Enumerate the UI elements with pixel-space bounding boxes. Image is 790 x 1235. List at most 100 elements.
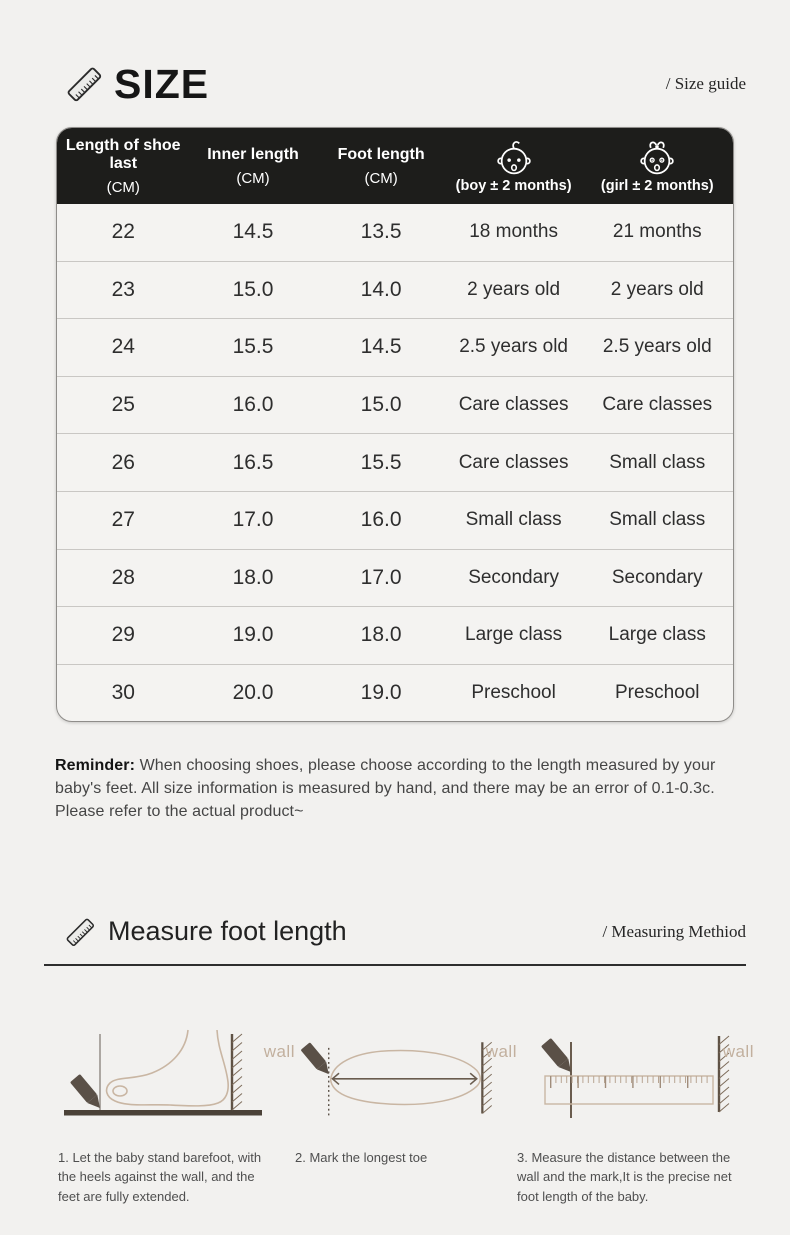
header-cell-inner-length: Inner length (CM)	[189, 146, 316, 187]
size-table-row: 29 19.0 18.0 Large class Large class	[57, 606, 733, 664]
step-1: wall 1. Let the baby stand barefoot, wit…	[58, 1020, 295, 1207]
size-table-cell: 2.5 years old	[602, 336, 712, 358]
baby-boy-icon	[496, 140, 531, 174]
column-unit: (CM)	[364, 169, 398, 187]
section-divider	[44, 963, 746, 966]
ground-line	[64, 1109, 262, 1115]
ruler-icon	[65, 917, 95, 947]
size-table-cell: Secondary	[468, 566, 560, 588]
header-cell-shoe-last: Length of shoe last (CM)	[57, 137, 189, 196]
size-table-cell: 2 years old	[467, 278, 561, 300]
measuring-ruler	[544, 1074, 714, 1105]
size-table-cell: 16.0	[360, 508, 402, 532]
column-unit: (CM)	[236, 169, 270, 187]
size-table-cell: Small class	[609, 509, 706, 531]
measuring-steps: wall 1. Let the baby stand barefoot, wit…	[0, 1020, 790, 1207]
reminder-label: Reminder:	[55, 757, 136, 775]
size-table-body: 22 14.5 13.5 18 months 21 months 23 15.0 14.0 2 …	[57, 204, 733, 721]
size-table-row: 24 15.5 14.5 2.5 years old 2.5 years old	[57, 318, 733, 376]
size-guide-link: / Size guide	[665, 74, 746, 93]
size-table-cell: 2 years old	[610, 278, 704, 300]
header-cell-foot-length: Foot length (CM)	[317, 146, 446, 187]
size-table-row: 28 18.0 17.0 Secondary Secondary	[57, 548, 733, 607]
size-table-cell: 17.0	[360, 565, 402, 589]
baby-girl-icon	[640, 141, 674, 174]
footprint-illustration	[300, 1040, 493, 1115]
step-1-figure: wall	[58, 1020, 295, 1132]
size-table-row: 23 15.0 14.0 2 years old 2 years old	[57, 260, 733, 319]
measure-section-header: Measure foot length / Measuring Methiod	[0, 914, 790, 950]
size-table-cell: 27	[111, 508, 135, 532]
size-table-cell: 15.5	[232, 335, 274, 359]
size-table-cell: 15.0	[232, 277, 274, 301]
size-table-cell: 16.0	[232, 393, 274, 417]
size-table-row: 25 16.0 15.0 Care classes Care classes	[57, 375, 733, 434]
size-table-row: 27 17.0 16.0 Small class Small class	[57, 490, 733, 549]
size-table-cell: 14.5	[360, 335, 402, 359]
size-table-cell: 20.0	[232, 681, 274, 705]
measuring-method-link: / Measuring Methiod	[602, 921, 746, 941]
size-table-cell: Care classes	[458, 451, 569, 473]
size-table-cell: 24	[111, 335, 135, 359]
size-table-cell: 30	[111, 681, 135, 705]
step-3: wall 3. Measure the distance between the…	[517, 1020, 754, 1207]
step-caption: 2. Mark the longest toe	[295, 1149, 428, 1165]
step-2: wall 2. Mark the longest toe	[295, 1020, 517, 1207]
header-cell-boy: (boy ± 2 months)	[446, 139, 582, 194]
size-table-cell: 13.5	[360, 220, 402, 244]
ruler-measure-illustration	[540, 1034, 731, 1118]
size-table-cell: 26	[111, 450, 135, 474]
step-3-figure: wall	[517, 1020, 754, 1132]
size-table-cell: Small class	[465, 509, 562, 531]
size-table-cell: Preschool	[471, 682, 556, 704]
size-table-cell: 19.0	[360, 681, 402, 705]
size-table-cell: 23	[111, 277, 135, 301]
ruler-icon	[66, 66, 103, 103]
column-title: Foot length	[337, 145, 425, 163]
size-table-cell: Care classes	[458, 394, 569, 416]
column-label: (boy ± 2 months)	[455, 177, 572, 194]
size-table: Length of shoe last (CM) Inner length (C…	[56, 127, 734, 723]
size-table-cell: 2.5 years old	[459, 336, 568, 358]
size-table-cell: 16.5	[232, 450, 274, 474]
size-table-cell: Large class	[608, 624, 706, 646]
column-title: Inner length	[207, 145, 299, 163]
size-table-cell: 18.0	[232, 565, 274, 589]
size-table-cell: 15.5	[360, 450, 402, 474]
header-cell-girl: (girl ± 2 months)	[582, 139, 733, 194]
size-table-cell: Small class	[609, 451, 706, 473]
measure-arrow	[331, 1072, 478, 1085]
size-table-cell: 28	[111, 565, 135, 589]
foot-side-illustration	[64, 1029, 262, 1115]
column-title: Length of shoe last	[65, 136, 181, 172]
size-table-row: 26 16.5 15.5 Care classes Small class	[57, 433, 733, 491]
step-caption: 1. Let the baby stand barefoot, with the…	[58, 1149, 262, 1204]
column-unit: (CM)	[106, 178, 140, 196]
size-table-cell: 21 months	[612, 221, 702, 243]
reminder-body: When choosing shoes, please choose accor…	[55, 757, 716, 820]
size-table-row: 22 14.5 13.5 18 months 21 months	[57, 204, 733, 261]
size-table-cell: 22	[111, 220, 135, 244]
size-table-cell: Preschool	[615, 682, 700, 704]
size-table-cell: 15.0	[360, 393, 402, 417]
size-table-cell: Large class	[465, 624, 563, 646]
size-title: SIZE	[114, 60, 210, 107]
wall-hatch	[230, 1032, 244, 1111]
reminder-text: Reminder: When choosing shoes, please ch…	[55, 755, 747, 823]
size-table-cell: 18 months	[469, 221, 558, 243]
wall-label: wall	[263, 1041, 295, 1061]
size-table-cell: 19.0	[232, 623, 274, 647]
wall-label: wall	[722, 1041, 754, 1061]
size-guide-page: SIZE / Size guide Length of shoe last (C…	[0, 60, 790, 1207]
size-table-cell: 17.0	[232, 508, 274, 532]
size-table-cell: 18.0	[360, 623, 402, 647]
step-2-figure: wall	[295, 1020, 517, 1132]
footprint-outline	[329, 1049, 481, 1105]
size-table-row: 30 20.0 19.0 Preschool Preschool	[57, 663, 733, 722]
size-table-cell: 29	[111, 623, 135, 647]
measure-title: Measure foot length	[108, 916, 347, 946]
size-table-header: Length of shoe last (CM) Inner length (C…	[57, 128, 733, 204]
size-table-cell: 25	[111, 393, 135, 417]
foot-outline	[105, 1029, 229, 1107]
step-caption: 3. Measure the distance between the wall…	[517, 1149, 732, 1204]
